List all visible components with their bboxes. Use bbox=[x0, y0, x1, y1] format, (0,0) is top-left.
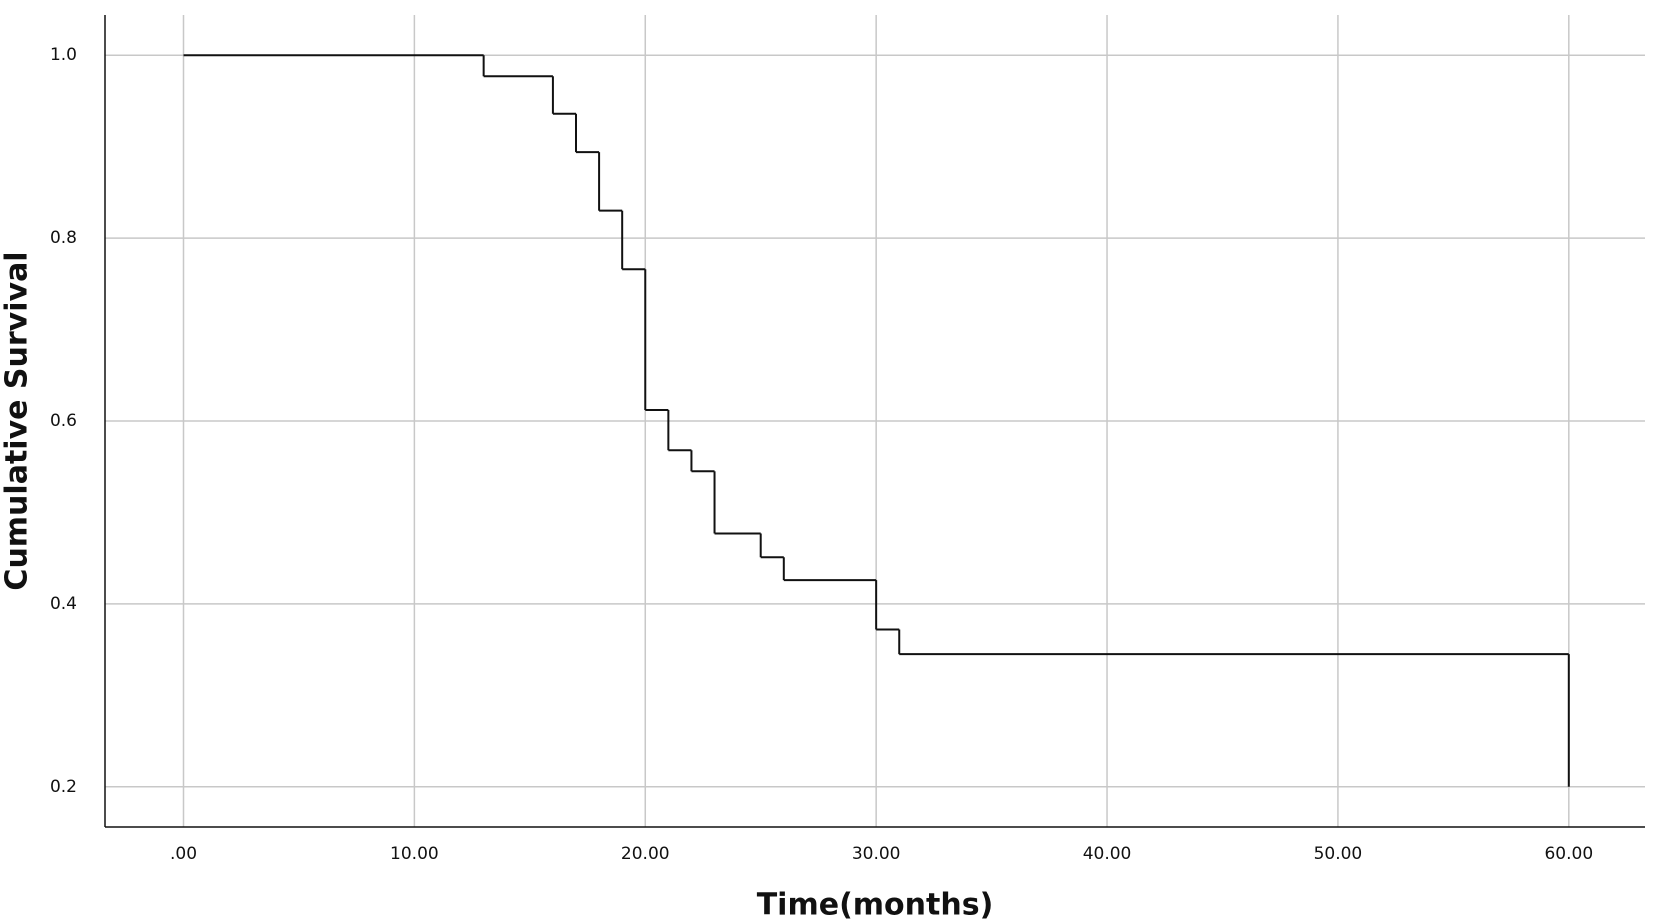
x-tick-label: 40.00 bbox=[1083, 844, 1132, 864]
y-tick-label: 0.2 bbox=[50, 777, 77, 797]
x-tick-label: 10.00 bbox=[390, 844, 439, 864]
y-tick-label: 1.0 bbox=[50, 45, 77, 65]
y-tick-label: 0.6 bbox=[50, 411, 77, 431]
x-axis-title: Time(months) bbox=[757, 888, 994, 923]
y-axis-title: Cumulative Survival bbox=[0, 251, 35, 590]
x-tick-label: 50.00 bbox=[1314, 844, 1363, 864]
y-tick-label: 0.8 bbox=[50, 228, 77, 248]
x-tick-label: 30.00 bbox=[852, 844, 901, 864]
y-tick-label: 0.4 bbox=[50, 594, 77, 614]
x-tick-label: 60.00 bbox=[1544, 844, 1593, 864]
x-tick-label: .00 bbox=[170, 844, 197, 864]
x-tick-label: 20.00 bbox=[621, 844, 670, 864]
